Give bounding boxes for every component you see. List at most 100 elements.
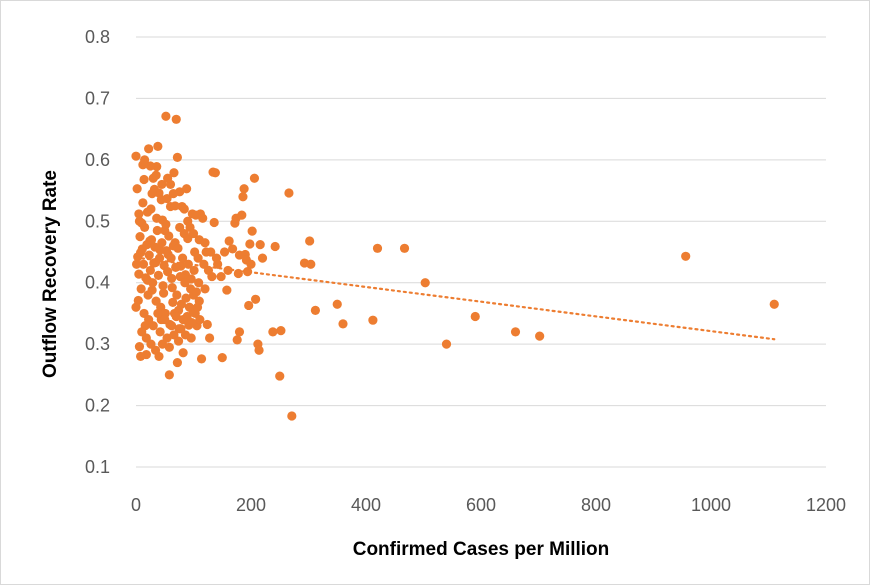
data-point <box>159 288 169 298</box>
data-point <box>200 238 210 248</box>
data-point <box>161 246 172 256</box>
data-point <box>133 252 143 262</box>
data-point <box>535 331 545 341</box>
data-point <box>222 285 232 295</box>
data-point <box>211 253 222 263</box>
data-point <box>186 333 196 343</box>
data-point <box>193 253 203 263</box>
data-point <box>134 216 145 226</box>
data-point <box>284 188 294 198</box>
data-point <box>142 207 153 217</box>
y-tick-label: 0.1 <box>85 457 110 477</box>
data-point <box>249 173 260 183</box>
data-point <box>183 216 193 226</box>
data-point <box>172 290 182 300</box>
data-point <box>268 327 278 337</box>
data-point <box>206 247 216 257</box>
data-point <box>162 333 172 343</box>
data-point <box>154 351 164 362</box>
x-tick-label: 200 <box>236 495 266 515</box>
data-point <box>157 179 167 190</box>
data-point <box>251 294 261 304</box>
data-point <box>216 271 226 282</box>
x-tick-label: 400 <box>351 495 381 515</box>
data-point <box>161 111 171 121</box>
data-point <box>134 342 145 352</box>
data-point <box>223 265 233 276</box>
data-point <box>172 152 182 162</box>
data-point <box>195 314 205 325</box>
data-point <box>156 195 166 205</box>
data-point <box>148 321 158 331</box>
data-point <box>234 327 245 337</box>
data-point <box>138 259 149 269</box>
data-point <box>131 259 142 269</box>
x-tick-label: 1200 <box>806 495 846 515</box>
y-axis-tick-labels: 0.1 0.2 0.3 0.4 0.5 0.6 0.7 0.8 <box>85 27 110 477</box>
data-point <box>173 243 183 253</box>
data-point <box>198 213 208 223</box>
data-point <box>163 173 173 183</box>
data-point <box>144 250 154 260</box>
data-point <box>173 336 184 346</box>
data-point <box>167 283 177 293</box>
data-point <box>219 247 230 257</box>
data-point <box>310 305 320 315</box>
data-point <box>181 293 191 303</box>
data-point <box>164 231 174 241</box>
data-point <box>332 299 342 309</box>
data-point <box>270 241 280 252</box>
data-point <box>147 189 157 199</box>
data-point <box>150 242 160 252</box>
data-point <box>175 222 185 233</box>
x-axis-tick-labels: 0 200 400 600 800 1000 1200 <box>131 495 846 515</box>
data-point <box>224 236 234 246</box>
data-point <box>372 243 383 253</box>
data-point <box>210 168 220 178</box>
data-point <box>238 192 248 202</box>
data-point <box>681 251 691 261</box>
data-point <box>306 259 316 269</box>
data-point <box>187 318 197 328</box>
data-point <box>237 210 247 220</box>
data-point <box>172 357 182 368</box>
data-point <box>152 213 162 223</box>
trendline-path <box>134 256 776 341</box>
y-tick-label: 0.8 <box>85 27 110 47</box>
data-point <box>202 319 212 330</box>
data-point <box>232 335 242 345</box>
data-point <box>234 250 245 260</box>
x-tick-label: 0 <box>131 495 141 515</box>
data-points <box>131 111 779 421</box>
data-point <box>161 219 171 229</box>
data-point <box>180 278 190 288</box>
data-point <box>368 315 378 325</box>
data-point <box>183 259 193 269</box>
y-tick-label: 0.7 <box>85 88 110 108</box>
data-point <box>139 174 149 185</box>
data-point <box>163 267 173 277</box>
data-point <box>171 262 181 272</box>
y-tick-label: 0.2 <box>85 396 110 416</box>
data-point <box>191 287 201 297</box>
data-point <box>153 270 164 280</box>
data-point <box>242 267 253 277</box>
data-point <box>140 222 150 233</box>
data-point <box>275 371 285 381</box>
data-point <box>171 311 181 322</box>
data-point <box>148 278 158 288</box>
data-point <box>247 226 257 236</box>
data-point <box>510 327 521 337</box>
data-point <box>151 170 161 180</box>
data-point <box>153 141 163 151</box>
data-point <box>233 268 243 279</box>
data-point <box>441 339 452 349</box>
data-point <box>178 314 188 325</box>
data-point <box>254 345 264 355</box>
data-point <box>276 326 286 336</box>
data-point <box>168 189 178 199</box>
data-point <box>134 269 144 279</box>
trendline <box>134 256 776 341</box>
data-point <box>157 238 167 248</box>
